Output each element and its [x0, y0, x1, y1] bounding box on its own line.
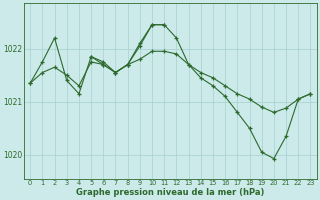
X-axis label: Graphe pression niveau de la mer (hPa): Graphe pression niveau de la mer (hPa): [76, 188, 265, 197]
